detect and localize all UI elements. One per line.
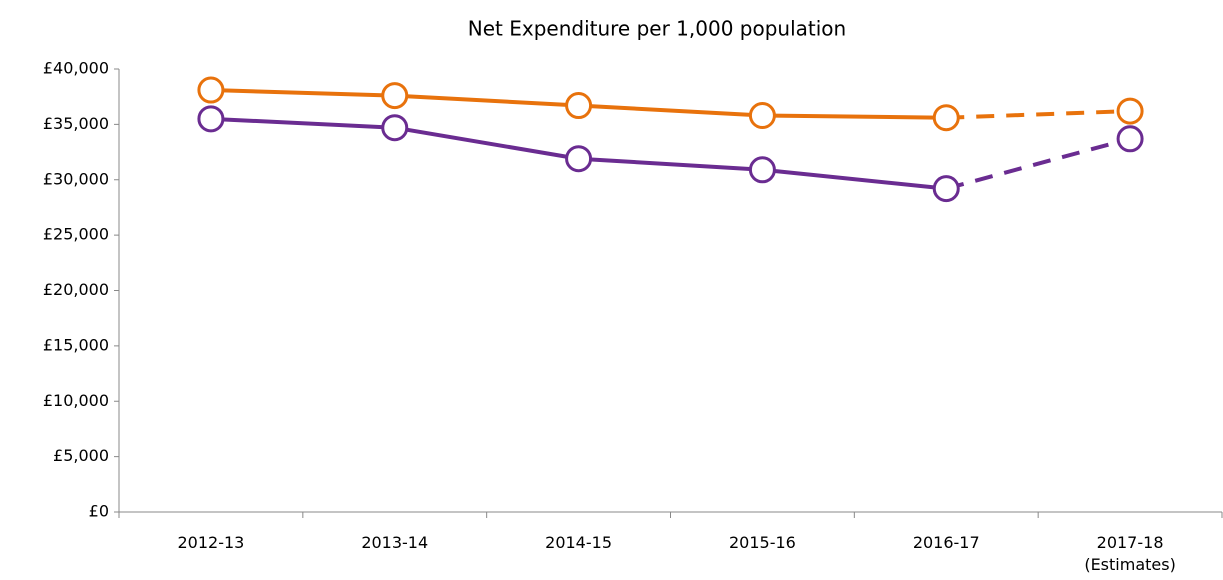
x-tick-label: 2014-15 — [545, 533, 612, 552]
marker — [1116, 97, 1144, 125]
y-tick-label: £5,000 — [53, 446, 109, 465]
marker — [381, 82, 409, 110]
y-tick-label: £15,000 — [43, 335, 109, 354]
y-tick-label: £25,000 — [43, 225, 109, 244]
chart-title: Net Expenditure per 1,000 population — [468, 17, 846, 41]
y-tick-label: £30,000 — [43, 169, 109, 188]
x-tick-label: 2015-16 — [728, 533, 796, 552]
y-tick-label: £0 — [89, 502, 109, 521]
marker — [748, 156, 776, 184]
estimate-line — [945, 136, 1131, 191]
y-tick-label: £10,000 — [43, 391, 109, 410]
x-tick-label: 2013-14 — [361, 533, 429, 552]
estimate-line — [946, 109, 1131, 120]
marker — [1116, 125, 1144, 153]
marker — [932, 175, 960, 203]
y-tick-label: £40,000 — [43, 59, 109, 78]
marker — [381, 114, 409, 142]
y-tick-label: £35,000 — [43, 114, 109, 133]
marker — [197, 105, 225, 133]
marker — [565, 145, 593, 173]
x-tick-label: 2017-18 (Estimates) — [1084, 533, 1176, 574]
y-tick-label: £20,000 — [43, 280, 109, 299]
marker — [565, 92, 593, 120]
x-tick-label: 2012-13 — [177, 533, 245, 552]
marker — [932, 104, 960, 132]
marker — [748, 102, 776, 130]
marker — [197, 76, 225, 104]
x-tick-label: 2016-17 — [912, 533, 980, 552]
